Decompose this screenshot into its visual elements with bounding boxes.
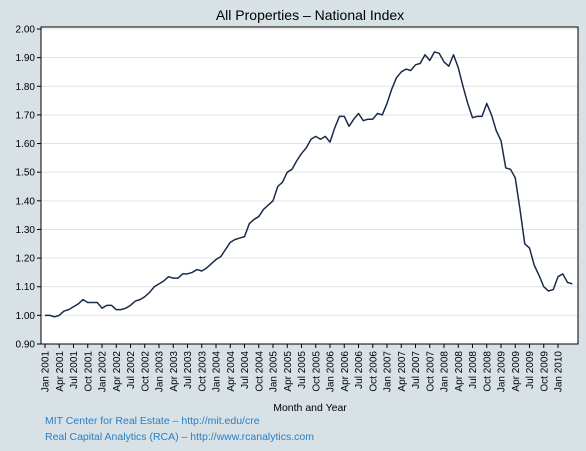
x-tick-label: Oct 2001 xyxy=(83,351,94,392)
x-tick-label: Jan 2003 xyxy=(155,351,166,393)
x-tick-label: Jan 2005 xyxy=(269,351,280,393)
y-tick-label: 1.50 xyxy=(16,168,36,179)
y-tick-label: 0.90 xyxy=(16,340,36,351)
x-tick-label: Jul 2007 xyxy=(411,351,422,389)
y-tick-label: 1.10 xyxy=(16,282,36,293)
x-tick-label: Jul 2006 xyxy=(354,351,365,389)
y-axis-ticks: 0.90 1.00 1.10 1.20 1.30 1.40 1.50 1.60 1.70 1.80… xyxy=(16,25,41,351)
series-line xyxy=(45,51,573,318)
series-layer xyxy=(45,51,573,318)
x-tick-label: Apr 2009 xyxy=(511,351,522,392)
y-tick-label: 1.70 xyxy=(16,110,36,121)
x-tick-label: Oct 2008 xyxy=(482,351,493,392)
x-tick-label: Oct 2007 xyxy=(425,351,436,392)
x-tick-label: Oct 2002 xyxy=(140,351,151,392)
x-tick-label: Jan 2006 xyxy=(326,351,337,393)
x-tick-label: Jan 2004 xyxy=(212,351,223,393)
x-tick-label: Jan 2010 xyxy=(554,351,565,393)
chart-title: All Properties – National Index xyxy=(216,7,404,23)
y-tick-label: 1.60 xyxy=(16,139,36,150)
x-tick-label: Jul 2005 xyxy=(297,351,308,389)
x-tick-label: Jul 2004 xyxy=(240,351,251,389)
credit-mit: MIT Center for Real Estate – http://mit.… xyxy=(45,415,260,427)
y-tick-label: 1.40 xyxy=(16,196,36,207)
plot-area xyxy=(41,27,578,344)
x-tick-label: Oct 2005 xyxy=(311,351,322,392)
grid-lines xyxy=(41,28,578,316)
x-tick-label: Jul 2003 xyxy=(183,351,194,389)
x-tick-label: Jan 2008 xyxy=(440,351,451,393)
x-tick-label: Oct 2009 xyxy=(539,351,550,392)
y-tick-label: 1.20 xyxy=(16,254,36,265)
x-tick-label: Apr 2001 xyxy=(55,351,66,392)
plot-border xyxy=(40,26,579,345)
x-tick-label: Apr 2004 xyxy=(226,351,237,392)
y-tick-label: 1.30 xyxy=(16,225,36,236)
x-tick-label: Apr 2007 xyxy=(397,351,408,392)
credit-rca: Real Capital Analytics (RCA) – http://ww… xyxy=(45,431,314,443)
x-tick-label: Apr 2006 xyxy=(340,351,351,392)
x-tick-label: Jul 2009 xyxy=(525,351,536,389)
x-tick-label: Jan 2002 xyxy=(98,351,109,393)
x-tick-label: Jul 2008 xyxy=(468,351,479,389)
x-tick-label: Jan 2009 xyxy=(497,351,508,393)
x-tick-label: Jul 2002 xyxy=(126,351,137,389)
x-tick-label: Jul 2001 xyxy=(69,351,80,389)
x-tick-label: Jan 2007 xyxy=(383,351,394,393)
x-tick-label: Apr 2002 xyxy=(112,351,123,392)
x-tick-label: Oct 2003 xyxy=(197,351,208,392)
x-tick-label: Oct 2004 xyxy=(254,351,265,392)
y-tick-label: 1.80 xyxy=(16,82,36,93)
x-tick-label: Apr 2008 xyxy=(454,351,465,392)
y-tick-label: 1.00 xyxy=(16,311,36,322)
x-axis-label: Month and Year xyxy=(273,402,347,414)
y-tick-label: 2.00 xyxy=(16,25,36,36)
y-tick-label: 1.90 xyxy=(16,53,36,64)
x-axis-ticks: Jan 2001 Apr 2001 Jul 2001 Oct 2001 Jan 2002… xyxy=(41,344,565,392)
x-tick-label: Jan 2001 xyxy=(41,351,52,393)
x-tick-label: Apr 2005 xyxy=(283,351,294,392)
x-tick-label: Oct 2006 xyxy=(368,351,379,392)
x-tick-label: Apr 2003 xyxy=(169,351,180,392)
